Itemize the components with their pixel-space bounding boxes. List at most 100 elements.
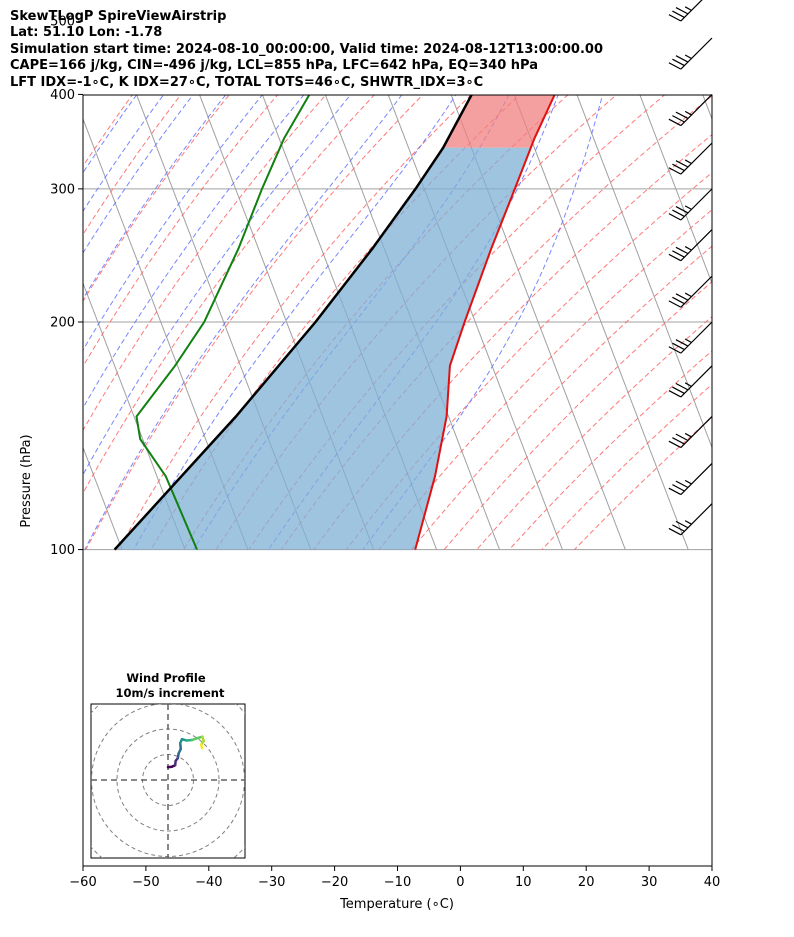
wind-barb-flag <box>675 520 689 529</box>
cape-cin-line: CAPE=166 j/kg, CIN=-496 j/kg, LCL=855 hP… <box>10 58 538 74</box>
wind-barb-flag <box>668 440 682 449</box>
wind-barb-half-flag <box>684 6 692 11</box>
wind-barb-flag <box>668 213 682 221</box>
wind-barb <box>668 0 703 22</box>
wind-barb-flag <box>672 437 685 445</box>
wind-barb <box>668 93 713 127</box>
x-tick-label: −60 <box>69 875 96 890</box>
wind-barb-flag <box>668 14 682 22</box>
simulation-time-line: Simulation start time: 2024-08-10_00:00:… <box>10 41 603 57</box>
wind-barb-half-flag <box>684 382 692 387</box>
y-tick-label: 500 <box>50 15 75 30</box>
wind-barb-flag <box>668 62 682 70</box>
wind-barb-half-flag <box>684 432 692 438</box>
dry-adiabat-line <box>85 95 424 550</box>
wind-barb-flag <box>675 293 689 301</box>
cape-area-upper <box>443 95 555 148</box>
wind-barb <box>668 275 713 308</box>
wind-barb <box>668 142 713 175</box>
x-tick-label: 0 <box>456 875 464 890</box>
dry-adiabat-line <box>378 209 712 550</box>
moist-adiabat-line <box>83 95 227 300</box>
wind-barb-flag <box>675 433 689 442</box>
wind-barb-flag <box>668 487 682 496</box>
location-line: Lat: 51.10 Lon: -1.78 <box>10 25 163 41</box>
wind-barb-staff <box>680 503 713 536</box>
wind-barb <box>668 321 713 354</box>
wind-barb-flag <box>668 390 682 398</box>
chart-header: SkewTLogP SpireViewAirstrip Lat: 51.10 L… <box>10 9 603 91</box>
wind-barb <box>668 188 713 221</box>
wind-barb-flag <box>675 111 689 119</box>
wind-barb-staff <box>680 93 713 126</box>
x-tick-label: 30 <box>641 875 658 890</box>
wind-barb-half-flag <box>684 338 692 344</box>
parcel-profile-line <box>113 95 473 551</box>
wind-barb <box>668 463 713 496</box>
temperature-profile-line <box>414 95 556 550</box>
dry-adiabat-line <box>443 281 712 550</box>
wind-barb-flag <box>672 524 685 532</box>
wind-barb-staff <box>680 275 713 308</box>
wind-barb-staff <box>680 463 713 495</box>
x-tick-label: −10 <box>384 875 411 890</box>
wind-barb-flag <box>672 115 685 123</box>
wind-barb-flag <box>672 163 685 172</box>
wind-barb-flag <box>675 480 689 489</box>
wind-barb-flag <box>672 386 685 394</box>
wind-barb-staff <box>680 0 703 22</box>
x-tick-label: −30 <box>258 875 285 890</box>
wind-barb-flag <box>672 296 685 305</box>
isotherm-line <box>770 0 794 550</box>
wind-barb <box>668 37 713 70</box>
dewpoint-profile-line <box>135 95 311 550</box>
isotherm-line <box>83 281 186 550</box>
wind-barb-flag <box>675 206 689 214</box>
wind-barb-half-flag <box>684 520 692 525</box>
isotherm-line <box>702 95 712 121</box>
hodograph-subtitle: 10m/s increment <box>116 686 225 700</box>
wind-barb-staff <box>680 188 713 221</box>
y-tick-label: 100 <box>50 543 75 558</box>
chart-title: SkewTLogP SpireViewAirstrip <box>10 9 227 24</box>
cape-cin-shading <box>114 95 555 550</box>
isotherm-line <box>644 0 794 550</box>
x-tick-label: −40 <box>195 875 222 890</box>
dry-adiabat-line <box>346 172 712 550</box>
wind-barb-staff <box>680 365 713 398</box>
indices-line: LFT IDX=-1∘C, K IDX=27∘C, TOTAL TOTS=46∘… <box>10 74 484 90</box>
wind-barbs <box>668 0 713 536</box>
isotherm-line <box>639 95 712 285</box>
wind-barb-staff <box>680 142 713 175</box>
cin-area-upper <box>114 147 531 550</box>
wind-barb <box>668 365 713 398</box>
dry-adiabat-line <box>508 350 712 550</box>
x-tick-label: −20 <box>321 875 348 890</box>
axes: −60−50−40−30−20−100102030401000900800700… <box>50 15 721 890</box>
profile-lines <box>113 95 556 551</box>
isotherm-line <box>576 95 712 449</box>
wind-barb <box>668 229 713 262</box>
wind-barb-flag <box>675 246 689 255</box>
wind-barb-flag <box>675 160 689 168</box>
wind-barb-half-flag <box>684 479 692 485</box>
dry-adiabat-line <box>541 383 712 550</box>
wind-barb-half-flag <box>684 54 692 60</box>
moist-adiabat-line <box>83 95 351 476</box>
wind-barb-flag <box>668 300 682 308</box>
wind-barb-flag <box>672 484 685 492</box>
wind-barb-flag <box>672 250 685 258</box>
y-tick-label: 200 <box>50 316 75 331</box>
x-tick-label: 10 <box>515 875 532 890</box>
wind-barb-flag <box>668 346 682 354</box>
hodograph-trace-segment <box>199 743 204 750</box>
wind-barb-flag <box>672 209 685 217</box>
isotherm-line <box>387 95 563 550</box>
hodograph-plot <box>91 704 245 858</box>
wind-barb-flag <box>672 58 685 67</box>
hodograph-inset: Wind Profile 10m/s increment <box>90 671 246 859</box>
wind-barb-staff <box>680 37 713 70</box>
x-tick-label: 40 <box>704 875 721 890</box>
wind-barb-flag <box>668 527 682 536</box>
wind-barb-flag <box>675 382 689 391</box>
